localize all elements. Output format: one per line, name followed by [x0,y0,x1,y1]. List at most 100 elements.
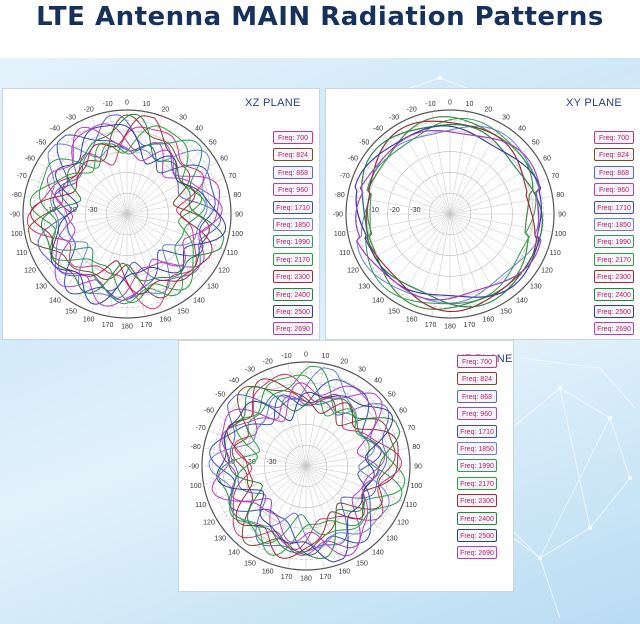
angle-tick-label: 120 [397,520,409,527]
series-trace [50,124,227,305]
series-trace [47,126,221,307]
angle-tick-label: 170 [102,322,114,329]
angle-tick-label: 130 [214,535,226,542]
radial-tick-label: -20 [390,207,400,214]
legend-item: Freq: 1710 [457,424,497,438]
radial-tick-label: -20 [67,207,77,214]
polar-spoke [270,368,307,467]
angle-tick-label: 20 [340,358,348,365]
xz-polar-chart: 0 102030405060708090100110120130140150160… [10,100,243,331]
angle-tick-label: 100 [554,231,566,238]
angle-tick-label: 120 [203,520,215,527]
legend-item: Freq: 2500 [594,304,634,318]
series-trace [54,123,223,299]
xy-plane-label: XY PLANE [566,97,623,109]
angle-tick-label: 130 [207,283,219,290]
angle-tick-label: 150 [65,308,77,315]
polar-spoke [47,146,128,215]
angle-tick-label: -70 [196,425,206,432]
polar-spoke [126,134,195,215]
series-trace [226,378,399,559]
series-trace [209,379,382,556]
angle-tick-label: 30 [502,115,510,122]
series-trace [354,125,542,298]
legend-item: Freq: 868 [457,389,497,403]
angle-tick-label: 150 [388,308,400,315]
polar-spoke [305,398,386,467]
angle-tick-label: 10 [322,353,330,360]
angle-tick-label: 160 [83,317,95,324]
angle-tick-label: 100 [190,483,202,490]
angle-tick-label: 10 [466,101,474,108]
angle-tick-label: 110 [16,250,27,257]
polar-spoke [91,116,128,215]
radial-tick-label: -30 [266,459,276,466]
angle-tick-label: 110 [195,502,206,509]
polar-spoke [226,465,307,534]
xy-polar-chart: 0 102030405060708090100110120130140150160… [333,100,566,331]
polar-spoke [29,213,128,250]
radial-tick-label: -20 [246,459,256,466]
angle-tick-label: 120 [541,268,553,275]
angle-tick-label: 90 [235,212,243,219]
polar-spoke [91,213,128,312]
series-trace [38,139,206,305]
angle-tick-label: 100 [410,483,422,490]
series-trace [219,392,386,556]
legend-item: Freq: 868 [273,165,313,179]
angle-tick-label: 70 [228,173,236,180]
angle-tick-label: -10 [425,101,435,108]
polar-spoke [449,213,469,317]
polar-spoke [431,111,451,215]
angle-tick-label: 160 [482,317,494,324]
header-band [0,0,640,58]
legend-item: Freq: 2690 [273,322,313,336]
angle-tick-label: 130 [386,535,398,542]
polar-spoke [449,195,553,215]
polar-spoke [305,413,397,467]
legend-item: Freq: 868 [594,165,634,179]
angle-tick-label: 100 [231,231,243,238]
legend-item: Freq: 2500 [457,528,497,542]
series-trace [216,391,394,563]
angle-tick-label: 140 [228,549,240,556]
angle-tick-label: 180 [121,324,133,331]
yz-polar-chart: 0 102030405060708090100110120130140150160… [189,352,422,583]
yz-plane-panel: 0 10 20 30 40 50 60 70 80 90 100 110 120 130 140 150 160… [178,340,514,592]
legend-item: Freq: 2170 [594,252,634,266]
angle-tick-label: 180 [300,576,312,583]
legend-item: Freq: 1850 [457,441,497,455]
angle-tick-label: 110 [550,250,561,257]
polar-spoke [414,213,451,312]
angle-tick-label: -40 [373,126,383,133]
series-trace [211,382,380,557]
series-trace [355,130,542,301]
series-trace [26,126,204,310]
angle-tick-label: -20 [84,106,94,113]
angle-tick-label: 170 [464,322,476,329]
angle-tick-label: 150 [244,560,256,567]
legend-item: Freq: 700 [457,355,497,368]
polar-spoke [449,213,486,312]
angle-tick-label: -20 [407,106,417,113]
polar-spoke [108,111,128,215]
polar-spoke [126,178,225,215]
angle-tick-label: 90 [558,212,566,219]
legend-item: Freq: 2300 [594,270,634,284]
angle-tick-label: 160 [406,317,418,324]
polar-spoke [24,195,128,215]
polar-spoke [126,111,146,215]
polar-spoke [449,116,486,215]
angle-tick-label: 140 [372,549,384,556]
angle-tick-label: -60 [348,156,358,163]
angle-tick-label: 170 [141,322,153,329]
angle-tick-label: 0 [304,352,308,359]
legend-item: Freq: 1990 [594,235,634,249]
xz-legend: Freq: 700 Freq: 824 Freq: 868 Freq: 960 Freq… [273,131,313,340]
angle-tick-label: 140 [516,297,528,304]
legend-item: Freq: 1990 [457,459,497,473]
polar-spoke [305,465,342,564]
angle-tick-label: 60 [399,408,407,415]
angle-tick-label: -40 [50,126,60,133]
angle-tick-label: -70 [340,173,350,180]
